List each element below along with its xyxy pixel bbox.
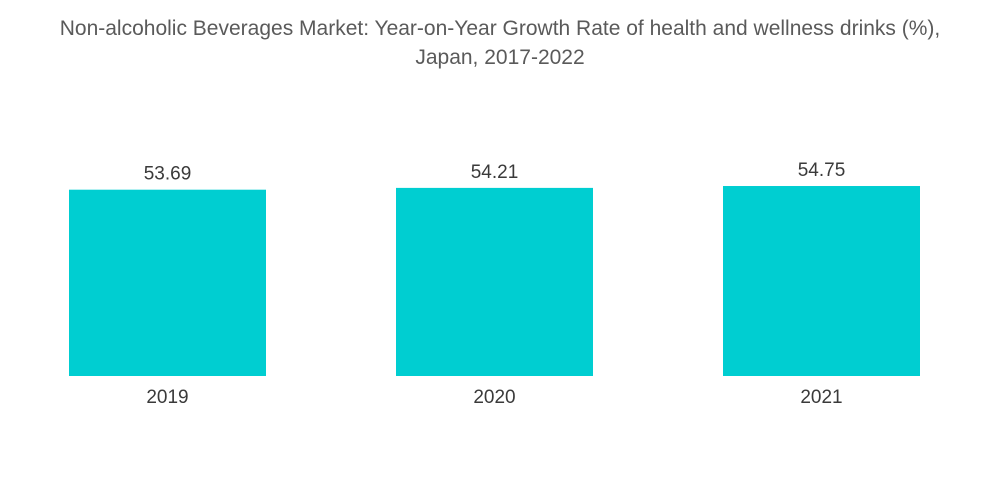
- bar-2020: [396, 187, 593, 376]
- chart-title-line-1: Non-alcoholic Beverages Market: Year-on-…: [59, 17, 941, 40]
- chart-title: Non-alcoholic Beverages Market: Year-on-…: [0, 14, 1000, 72]
- x-tick-label-2020: 2020: [473, 387, 515, 408]
- value-label-2020: 54.21: [471, 162, 519, 183]
- x-tick-label-2019: 2019: [146, 387, 188, 408]
- chart-title-line-2: Japan, 2017-2022: [415, 46, 585, 69]
- value-label-2019: 53.69: [144, 164, 192, 185]
- value-label-2021: 54.75: [798, 160, 846, 181]
- bar-2019: [69, 189, 266, 376]
- x-tick-label-2021: 2021: [800, 387, 842, 408]
- bar-2021: [723, 186, 920, 376]
